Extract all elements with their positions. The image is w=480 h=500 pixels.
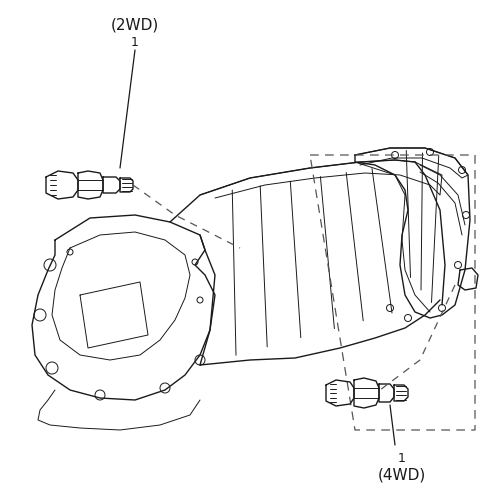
Text: (2WD): (2WD) xyxy=(111,18,159,32)
Text: 1: 1 xyxy=(131,36,139,49)
Text: (4WD): (4WD) xyxy=(378,468,426,482)
Text: 1: 1 xyxy=(398,452,406,464)
